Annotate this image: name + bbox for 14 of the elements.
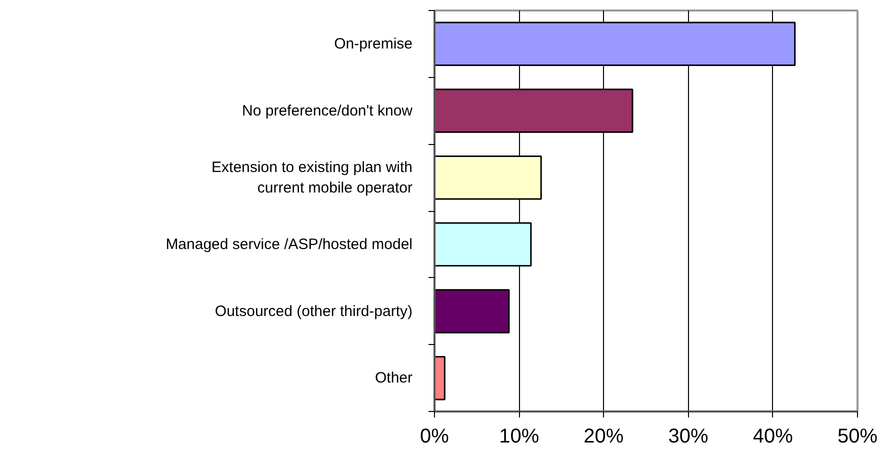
- y-tick-label: On-premise: [334, 35, 413, 52]
- y-tick-label: Managed service /ASP/hosted model: [166, 236, 413, 253]
- x-tick-label: 0%: [420, 426, 450, 448]
- x-tick-label: 10%: [499, 426, 540, 448]
- x-tick-label: 20%: [584, 426, 624, 448]
- y-tick-label: No preference/don't know: [242, 102, 413, 120]
- y-tick-label: Extension to existing plan with current mobile operator: [212, 158, 413, 196]
- x-tick-label: 50%: [837, 426, 878, 448]
- y-tick-label: Other: [374, 370, 413, 387]
- x-tick-label: 40%: [752, 426, 794, 448]
- bar: [434, 289, 510, 334]
- bar: [434, 356, 446, 400]
- x-tick-label: 30%: [668, 426, 709, 448]
- y-tick-label: Outsourced (other third-party): [214, 302, 413, 320]
